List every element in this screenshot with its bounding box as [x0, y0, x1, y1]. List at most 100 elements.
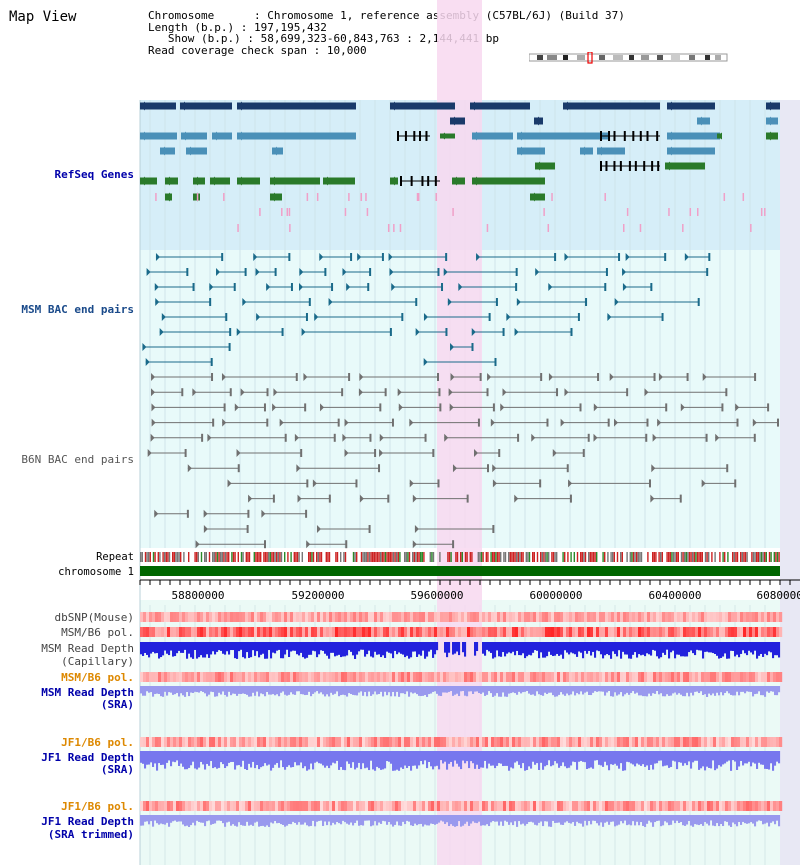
msm-b6-pol-sra-heat-cell	[338, 672, 342, 682]
pseudogene-mark	[259, 208, 261, 216]
msm-depth-sra-bar	[454, 686, 457, 695]
msm-depth-sra-bar	[244, 686, 247, 694]
gene-exon	[427, 176, 430, 186]
msm-b6-pol-heat-cell	[773, 627, 777, 637]
pseudogene-mark	[547, 224, 550, 232]
msm-depth-capillary-bar	[634, 642, 637, 653]
bac-end-marker	[409, 418, 414, 427]
msm-depth-capillary-bar	[198, 642, 201, 658]
jf1-depth-trim-bar	[658, 815, 661, 821]
repeat-mark	[432, 552, 435, 562]
bac-end-marker	[622, 283, 627, 291]
msm-b6-pol-heat-cell	[380, 627, 384, 637]
msm-depth-sra-bar	[232, 686, 235, 694]
msm-b6-pol-sra-heat-cell	[524, 672, 528, 682]
track-label-refseq[interactable]: RefSeq Genes	[54, 168, 134, 181]
jf1-depth-trim-bar	[286, 815, 289, 826]
bac-end-marker	[686, 373, 689, 381]
msm-depth-sra-bar	[712, 686, 715, 694]
msm-b6-pol-heat-cell	[683, 627, 687, 637]
repeat-mark	[711, 552, 713, 562]
msm-b6-pol-heat-cell	[602, 627, 606, 637]
msm-b6-pol-sra-heat-cell	[239, 672, 243, 682]
msm-b6-pol-sra-heat-cell	[185, 672, 189, 682]
msm-b6-pol-sra-heat-cell	[440, 672, 444, 682]
msm-depth-sra-bar	[654, 686, 657, 694]
gene-exon	[413, 131, 416, 141]
msm-b6-pol-heat-cell	[776, 627, 780, 637]
jf1-depth-sra-bar	[456, 751, 459, 764]
msm-b6-pol-sra-heat-cell	[392, 672, 396, 682]
jf1-depth-trim-bar	[630, 815, 633, 826]
jf1-b6-pol-heat-cell	[509, 737, 513, 747]
repeat-mark	[223, 552, 225, 562]
jf1-depth-sra-bar	[234, 751, 237, 770]
msm-depth-sra-bar	[538, 686, 541, 695]
show-label: Show (b.p.)	[167, 32, 241, 45]
bac-end-marker	[246, 525, 249, 533]
jf1-b6-pol-heat-cell	[311, 737, 315, 747]
msm-b6-pol-sra-heat-cell	[617, 672, 621, 682]
msm-b6-pol-sra-heat-cell	[623, 672, 627, 682]
track-label-b6n-bac[interactable]: B6N BAC end pairs	[21, 453, 134, 466]
jf1-b6-pol-heat-cell	[335, 737, 339, 747]
track-label-msm-bac[interactable]: MSM BAC end pairs	[21, 303, 134, 316]
jf1-b6-pol-heat-cell	[659, 737, 663, 747]
track-label-dbsnp: dbSNP(Mouse)	[54, 611, 134, 624]
dbsnp-heat-cell	[608, 612, 612, 622]
msm-b6-pol-heat-cell	[254, 627, 258, 637]
jf1-b6-pol-heat-cell	[524, 737, 528, 747]
msm-b6-pol-heat-cell	[200, 627, 204, 637]
jf1-depth-trim-bar	[444, 815, 447, 824]
msm-depth-sra-bar	[272, 686, 275, 695]
bac-end-marker	[201, 433, 204, 442]
msm-depth-capillary-bar	[356, 642, 359, 655]
jf1-b6-pol-trim-heat-cell	[149, 801, 153, 811]
jf1-b6-pol-heat-cell	[593, 737, 597, 747]
jf1-depth-sra-bar	[194, 751, 197, 769]
jf1-depth-sra-bar	[706, 751, 709, 767]
msm-b6-pol-heat-cell	[596, 627, 600, 637]
jf1-depth-trim-bar	[324, 815, 327, 822]
jf1-depth-trim-bar	[262, 815, 265, 826]
gene-arrow	[165, 176, 170, 186]
dbsnp-heat-cell	[317, 612, 321, 622]
msm-depth-sra-bar	[240, 686, 243, 695]
msm-b6-pol-sra-heat-cell	[140, 672, 144, 682]
jf1-depth-trim-bar	[582, 815, 585, 827]
jf1-b6-pol-heat-cell	[707, 737, 711, 747]
dbsnp-heat-cell	[578, 612, 582, 622]
msm-b6-pol-sra-heat-cell	[587, 672, 591, 682]
jf1-depth-sra-bar	[264, 751, 267, 764]
bac-end-marker	[381, 253, 384, 261]
gene-feature	[517, 147, 545, 155]
dbsnp-heat-cell	[626, 612, 630, 622]
jf1-b6-pol-trim-heat-cell	[638, 801, 642, 811]
msm-depth-capillary-bar	[624, 642, 627, 655]
repeat-mark	[154, 552, 156, 562]
bac-end-marker	[648, 479, 651, 488]
jf1-depth-trim-bar	[226, 815, 229, 823]
msm-depth-sra-bar	[650, 686, 653, 696]
pseudogene-mark	[435, 193, 438, 201]
chromosome-ideogram[interactable]	[529, 52, 729, 64]
jf1-depth-trim-bar	[220, 815, 223, 821]
gene-arrow	[517, 131, 522, 141]
gene-arrow	[237, 176, 242, 186]
msm-depth-sra-bar	[450, 686, 453, 692]
jf1-b6-pol-heat-cell	[272, 737, 276, 747]
dbsnp-heat-cell	[494, 612, 498, 622]
gene-feature	[237, 132, 356, 140]
msm-depth-sra-bar	[158, 686, 161, 695]
msm-b6-pol-heat-cell	[467, 627, 471, 637]
msm-b6-pol-sra-heat-cell	[584, 672, 588, 682]
msm-b6-pol-sra-heat-cell	[692, 672, 696, 682]
bac-end-marker	[305, 313, 308, 321]
msm-b6-pol-sra-heat-cell	[371, 672, 375, 682]
track-label-repeat: Repeat	[96, 551, 134, 563]
gene-exon	[619, 161, 622, 171]
gene-exon	[634, 161, 637, 171]
msm-b6-pol-heat-cell	[584, 627, 588, 637]
gene-arrow	[472, 176, 477, 186]
